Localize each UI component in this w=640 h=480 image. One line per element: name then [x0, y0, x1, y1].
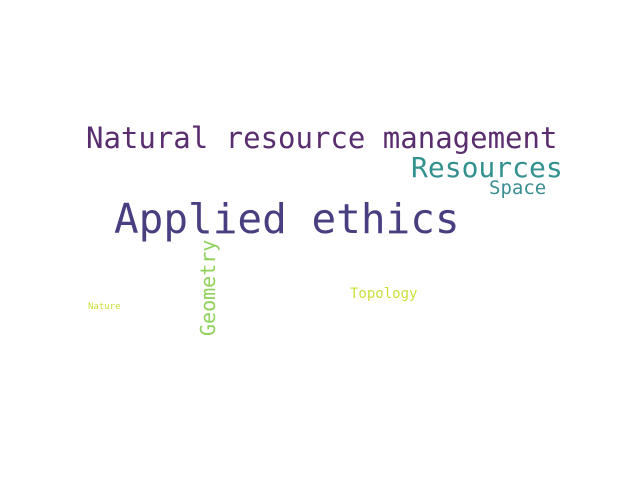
- word-resources: Resources: [411, 151, 563, 184]
- word-topology: Topology: [350, 286, 418, 302]
- word-geometry: Geometry: [196, 239, 220, 336]
- word-natural-resource-management: Natural resource management: [86, 121, 558, 155]
- word-space: Space: [489, 177, 547, 199]
- word-applied-ethics: Applied ethics: [114, 195, 460, 243]
- word-nature: Nature: [88, 302, 121, 312]
